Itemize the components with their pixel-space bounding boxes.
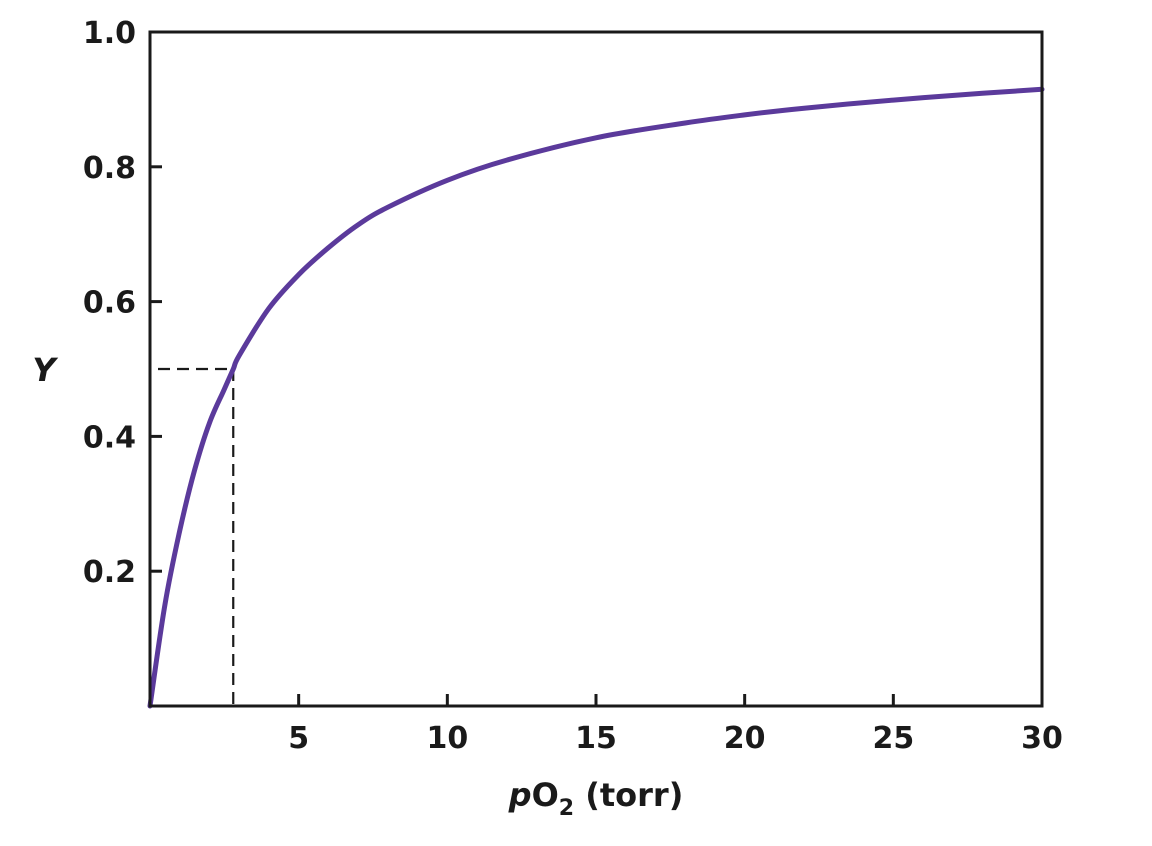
x-tick-label: 30	[1021, 721, 1063, 756]
x-tick-label: 25	[872, 721, 914, 756]
ticks-group	[150, 30, 1044, 706]
x-axis-label-subscript: 2	[559, 796, 574, 821]
x-axis-label-prefix: p	[508, 776, 532, 814]
y-tick-label: 0.2	[83, 555, 136, 590]
series-group	[147, 86, 1045, 709]
y-tick-label: 0.4	[83, 420, 136, 455]
x-tick-label: 5	[288, 721, 309, 756]
series-line	[147, 86, 1045, 709]
tick-labels-group: 5 10 15 20 25 30 0.2 0.4 0.6 0.8 1.0	[83, 16, 1063, 756]
x-axis-label-suffix: (torr)	[574, 776, 683, 814]
plot-frame	[148, 30, 1044, 708]
x-axis-label: pO2 (torr)	[508, 776, 684, 821]
y-tick-label: 0.8	[83, 151, 136, 186]
x-tick-label: 15	[575, 721, 617, 756]
x-axis-label-main: O	[532, 776, 559, 814]
guide-lines	[158, 367, 235, 706]
y-axis-label: Y	[32, 351, 58, 389]
y-tick-label: 0.6	[83, 286, 136, 321]
x-tick-label: 10	[426, 721, 468, 756]
x-tick-label: 20	[724, 721, 766, 756]
y-tick-label: 1.0	[83, 16, 136, 51]
